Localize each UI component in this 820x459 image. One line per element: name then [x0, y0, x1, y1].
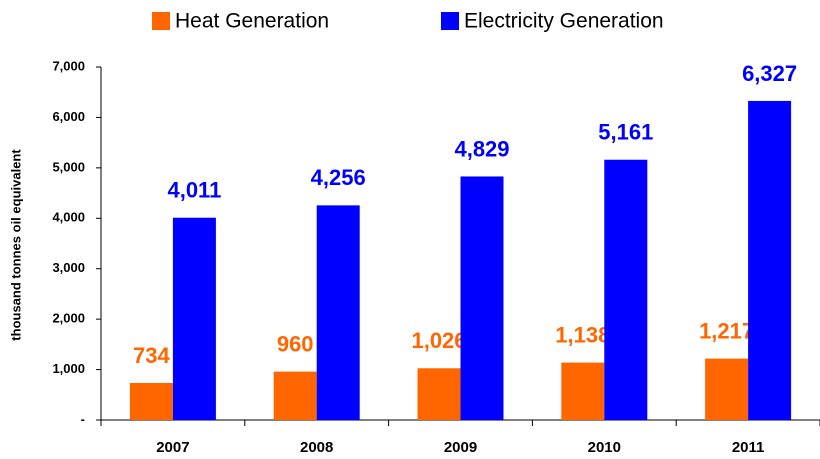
y-tick-label: 4,000	[52, 210, 85, 225]
bar	[273, 371, 317, 420]
y-tick-label: 3,000	[52, 260, 85, 275]
bar	[460, 176, 504, 420]
x-tick-label: 2008	[300, 439, 333, 456]
legend-swatch	[441, 12, 459, 30]
bar	[172, 217, 216, 420]
x-tick-label: 2007	[156, 439, 189, 456]
x-tick-label: 2009	[444, 439, 477, 456]
bar	[561, 362, 605, 420]
y-tick-label: 5,000	[52, 159, 85, 174]
value-label: 6,327	[742, 61, 797, 86]
bar	[705, 358, 749, 420]
legend-label: Electricity Generation	[464, 10, 664, 33]
value-label: 4,256	[311, 165, 366, 190]
value-label: 4,829	[454, 136, 509, 161]
value-label: 1,217	[699, 318, 754, 343]
x-tick-label: 2010	[588, 439, 621, 456]
value-label: 4,011	[167, 178, 221, 203]
y-tick-label: -	[81, 411, 85, 426]
value-label: 1,138	[555, 322, 610, 347]
bar	[748, 100, 792, 421]
legend-label: Heat Generation	[175, 10, 329, 33]
bar	[316, 205, 360, 420]
y-tick-label: 7,000	[52, 58, 85, 73]
bar	[417, 368, 461, 420]
legend-swatch	[152, 12, 170, 30]
bar	[129, 382, 173, 420]
y-axis-title: thousand tonnes oil equivalent	[8, 149, 23, 341]
y-tick-label: 6,000	[52, 109, 85, 124]
value-label: 734	[133, 343, 170, 368]
value-label: 960	[277, 331, 314, 356]
y-tick-label: 1,000	[52, 361, 85, 376]
y-tick-label: 2,000	[52, 311, 85, 326]
value-label: 5,161	[598, 120, 653, 145]
x-tick-label: 2011	[732, 439, 765, 456]
bar	[604, 159, 648, 420]
value-label: 1,026	[411, 328, 466, 353]
